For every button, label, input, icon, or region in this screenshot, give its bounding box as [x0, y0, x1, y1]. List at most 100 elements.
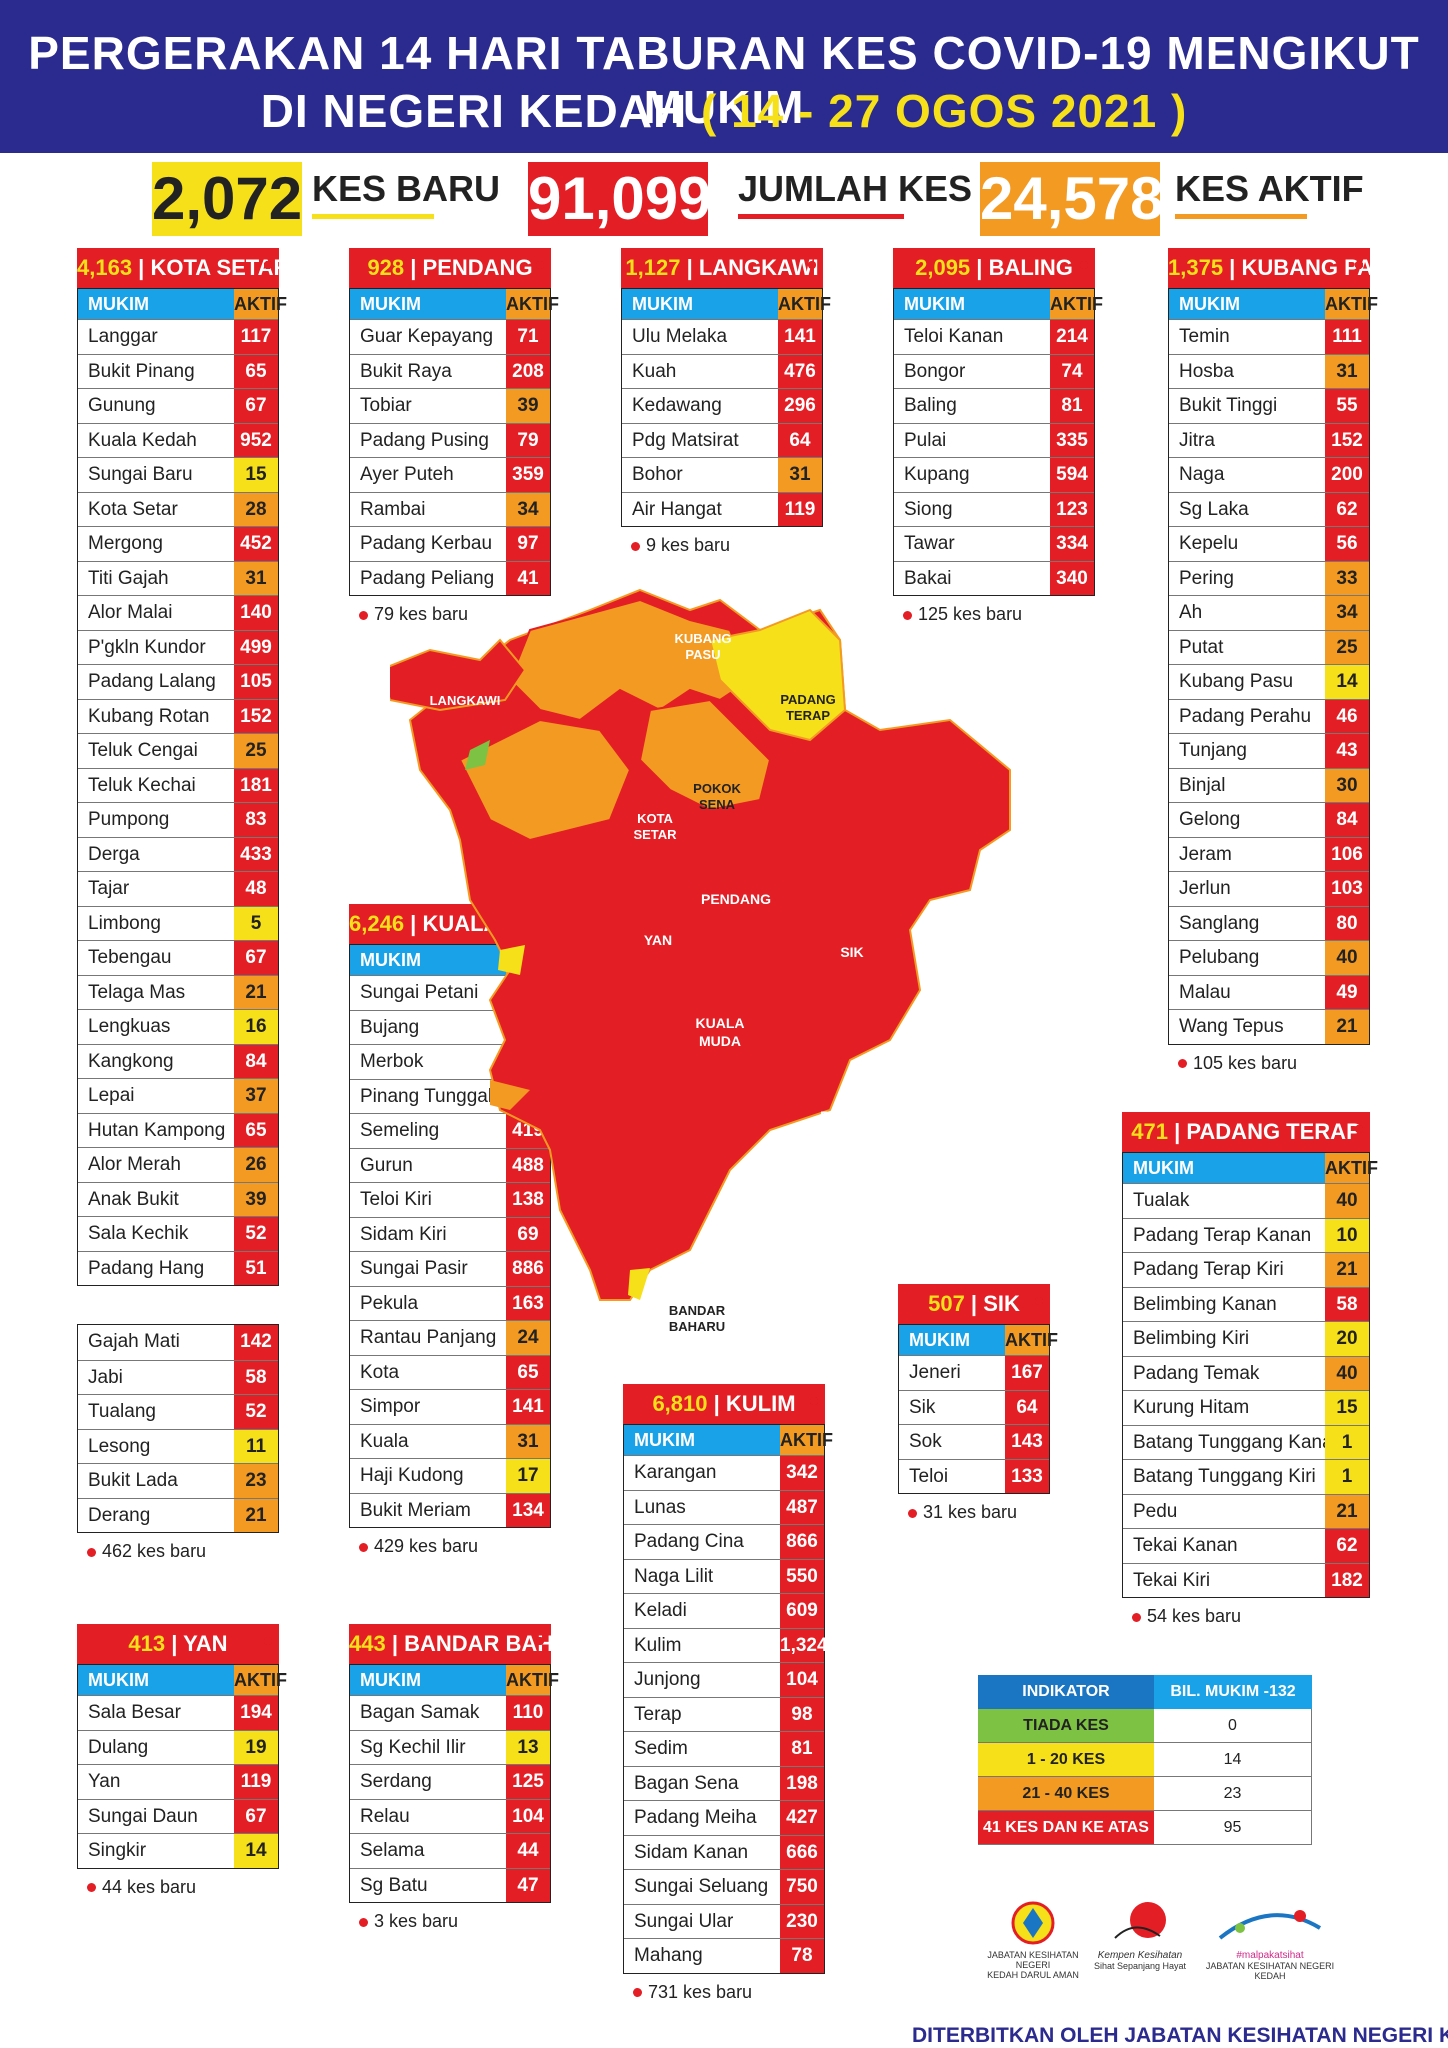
mukim-name: Kurung Hitam	[1133, 1397, 1250, 1418]
panel-total: 413	[128, 1631, 166, 1656]
mukim-rows: Gajah Mati 142 Jabi 58 Tualang 52 Lesong 11 Buki…	[77, 261, 279, 1533]
mukim-name: Titi Gajah	[88, 567, 169, 589]
mukim-aktif-value: 342	[780, 1456, 824, 1490]
mukim-aktif-value: 21	[1325, 1010, 1369, 1044]
mukim-row: Pdg Matsirat 64	[622, 422, 822, 457]
mukim-name: Lunas	[634, 1496, 686, 1518]
mukim-row: Kurung Hitam 15	[1123, 1125, 1369, 1425]
mukim-aktif-value: 31	[1325, 354, 1369, 388]
mukim-aktif-value: 64	[1005, 1390, 1049, 1424]
mukim-aktif-value: 55	[1325, 389, 1369, 423]
mukim-row: Belimbing Kiri 20	[1123, 1321, 1369, 1356]
mukim-row: Bagan Sena 198	[624, 1397, 824, 1800]
kempen-icon	[1114, 1902, 1166, 1939]
mukim-name: Sala Kechik	[88, 1223, 189, 1244]
mukim-aktif-value: 200	[1325, 458, 1369, 492]
mukim-row: Bohor 31	[622, 457, 822, 492]
mukim-aktif-value: 666	[780, 1835, 824, 1869]
mukim-row: Anak Bukit 39	[78, 261, 278, 1216]
mukim-aktif-value: 34	[506, 492, 550, 526]
mukim-row: Teloi Kanan 214	[894, 261, 1094, 354]
header-mukim: MUKIM	[622, 289, 778, 319]
mukim-row: Rantau Panjang 24	[350, 1320, 550, 1355]
mukim-name: Baling	[904, 395, 957, 416]
mukim-aktif-value: 499	[234, 630, 278, 664]
mukim-row: Kupang 594	[894, 261, 1094, 492]
mukim-name: Sik	[909, 1396, 936, 1418]
map-label-padang-terap-2: TERAP	[786, 708, 830, 723]
mukim-aktif-value: 340	[1050, 561, 1094, 595]
mukim-aktif-value: 5	[234, 906, 278, 940]
panel-sik: 507 | SIK MUKIM AKTIF Jeneri 167 Sik 64 Sok 143 T…	[898, 1284, 1058, 1523]
header-aktif: AKTIF	[506, 1665, 559, 1695]
mukim-name: Naga Lilit	[634, 1565, 714, 1587]
stat-jumlah-kes: 91,099 JUMLAH KES	[528, 162, 972, 236]
mukim-aktif-value: 487	[780, 1490, 824, 1524]
mukim-row: Telaga Mas 21	[78, 974, 278, 1009]
legend-row: 1 - 20 KES 14	[978, 1743, 1312, 1777]
legend-header: INDIKATOR BIL. MUKIM -132	[978, 1675, 1312, 1709]
mukim-aktif-value: 40	[1325, 1184, 1369, 1218]
mukim-rows: Langgar 117 Bukit Pinang 65 Gunung 67 Kuala Ke…	[77, 261, 279, 1286]
mukim-row: Alor Merah 26	[78, 261, 278, 1182]
mukim-name: Selama	[360, 1840, 425, 1861]
mukim-name: Lengkuas	[88, 1016, 171, 1037]
header-mukim: MUKIM	[350, 289, 506, 319]
mukim-row: Sidam Kanan 666	[624, 1397, 824, 1869]
mukim-aktif-value: 80	[1325, 906, 1369, 940]
mukim-row: Kedawang 296	[622, 388, 822, 423]
mukim-row: Tekai Kiri 182	[1123, 1125, 1369, 1597]
mukim-row: Kubang Rotan 152	[78, 261, 278, 733]
mukim-aktif-value: 84	[234, 1044, 278, 1078]
mukim-name: Sanglang	[1179, 912, 1260, 934]
new-case-dot-icon	[264, 261, 272, 269]
panel-title-separator: |	[404, 911, 423, 936]
new-case-dot-icon	[908, 1508, 917, 1518]
mukim-row: Sg Batu 47	[350, 1867, 550, 1902]
mukim-name: Tualak	[1133, 1190, 1190, 1211]
new-cases-note: 125 kes baru	[903, 604, 1095, 625]
panel-title: 4,163 | KOTA SETAR	[77, 248, 279, 288]
mukim-name: Padang Temak	[1133, 1362, 1260, 1384]
legend-count: 14	[1154, 1743, 1312, 1776]
mukim-name: Derga	[88, 843, 140, 865]
mukim-row: Malau 49	[1169, 261, 1369, 1009]
mukim-aktif-value: 41	[506, 561, 550, 595]
panel-total: 507	[928, 1291, 965, 1316]
mukim-name: Semeling	[360, 1120, 440, 1141]
mukim-aktif-value: 214	[1050, 320, 1094, 354]
mukim-row: Baling 81	[894, 261, 1094, 423]
mukim-name: Sidam Kanan	[634, 1841, 749, 1863]
mukim-name: Sungai Daun	[88, 1805, 198, 1827]
header-mukim: MUKIM	[624, 1425, 780, 1455]
mukim-aktif-value: 335	[1050, 423, 1094, 457]
mukim-row: Sg Kechil Ilir 13	[350, 1729, 550, 1764]
mukim-aktif-value: 152	[1325, 423, 1369, 457]
mukim-name: Telaga Mas	[88, 981, 186, 1003]
panel-title: 1,375 | KUBANG PASU	[1168, 248, 1370, 288]
mukim-row: Sidam Kiri 69	[350, 917, 550, 1251]
mukim-aktif-value: 952	[234, 423, 278, 457]
header-mukim: MUKIM	[899, 1325, 1005, 1355]
mukim-aktif-value: 43	[1325, 734, 1369, 768]
panel-title-separator: |	[1167, 1119, 1187, 1144]
mukim-aktif-value: 81	[780, 1732, 824, 1766]
mukim-aktif-value: 24	[506, 1321, 550, 1355]
panel-title-separator: |	[404, 255, 423, 280]
new-cases-note: 3 kes baru	[359, 1911, 551, 1932]
mukim-row: Tawar 334	[894, 261, 1094, 561]
mukim-name: Tualang	[88, 1401, 156, 1422]
mukim-aktif-value: 110	[506, 1696, 550, 1730]
mukim-name: Kepelu	[1179, 533, 1239, 554]
new-cases-note: 44 kes baru	[87, 1877, 279, 1898]
mukim-name: Tobiar	[360, 395, 412, 416]
mukim-row: Gajah Mati 142	[78, 261, 278, 1360]
mukim-aktif-value: 167	[1005, 1356, 1049, 1390]
mukim-row: Padang Terap Kanan 10	[1123, 1217, 1369, 1252]
mukim-row: Jerlun 103	[1169, 261, 1369, 906]
mukim-name: Teloi	[909, 1465, 949, 1487]
mukim-aktif-value: 181	[234, 768, 278, 802]
new-case-dot-icon	[536, 261, 544, 269]
mukim-name: Pdg Matsirat	[632, 429, 739, 451]
